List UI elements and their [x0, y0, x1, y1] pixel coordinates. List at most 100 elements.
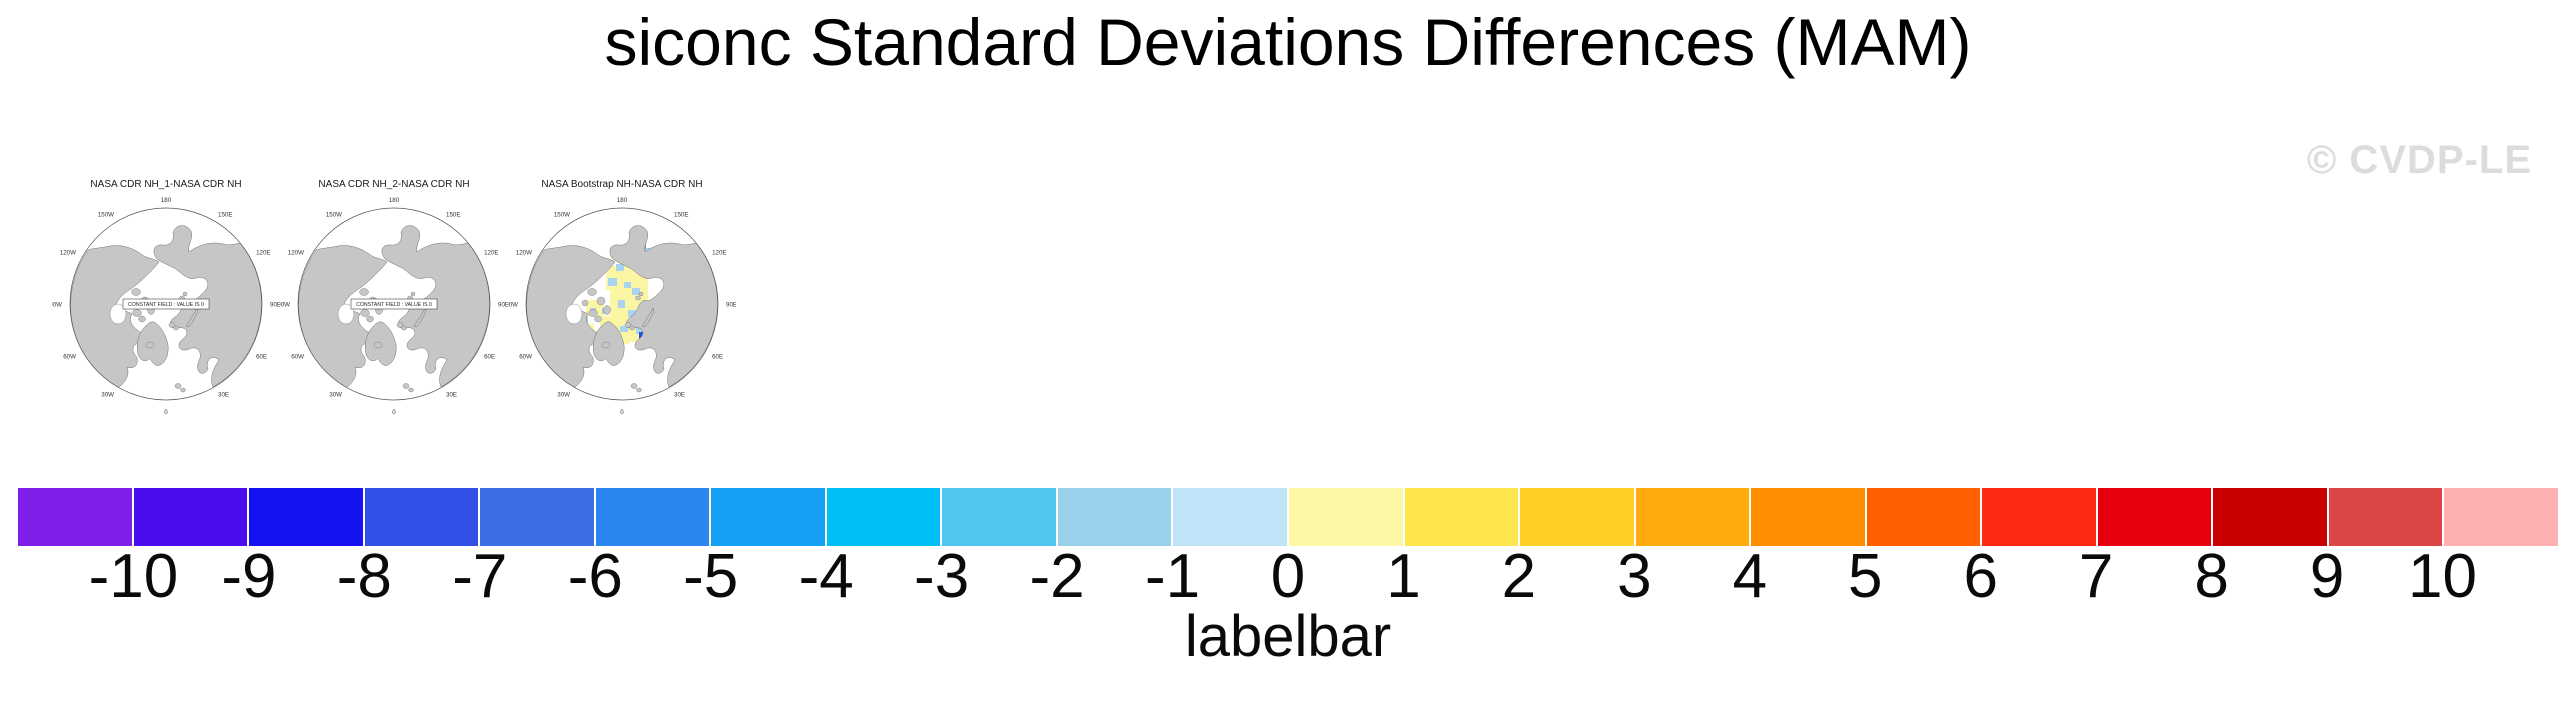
- small-island: [603, 305, 611, 315]
- small-island: [173, 325, 179, 331]
- colorbar-tick-label: 10: [2408, 542, 2478, 611]
- longitude-label: 150W: [326, 211, 342, 218]
- small-island: [396, 322, 404, 328]
- longitude-label: 180: [617, 197, 628, 204]
- colorbar-segment: [1289, 488, 1403, 546]
- map-circle-outline: [297, 207, 491, 401]
- polar-map-figure: 180 150E 120E 90E 60E 30E 0 30W 60W 90W 120W 150W: [508, 197, 736, 416]
- longitude-label: 90E: [498, 302, 508, 309]
- colorbar-tick-label: 7: [2078, 542, 2114, 611]
- svg-text:CONSTANT FIELD : VALUE IS 0: CONSTANT FIELD : VALUE IS 0: [356, 302, 432, 308]
- diff-data-cell: [636, 328, 643, 334]
- diff-data-cell: [632, 288, 640, 295]
- land-eurasia: [609, 225, 718, 388]
- colorbar-segment: [2213, 488, 2327, 546]
- colorbar-tick-label: 8: [2194, 542, 2229, 611]
- colorbar-tick-label: 3: [1617, 542, 1652, 611]
- island-novaya-zemlya: [641, 307, 654, 327]
- longitude-label: 150E: [446, 211, 460, 218]
- longitude-label: 90E: [726, 302, 736, 309]
- map-panel: NASA CDR NH_2-NASA CDR NH 180 150E 120E 90E…: [280, 178, 508, 418]
- colorbar-tick-label: 5: [1848, 542, 1883, 611]
- colorbar-segment: [826, 488, 941, 546]
- colorbar-segment: [480, 488, 594, 546]
- small-island: [587, 288, 597, 296]
- colorbar-tick-label: 2: [1501, 542, 1537, 611]
- small-island: [594, 315, 602, 323]
- small-island: [366, 315, 374, 323]
- longitude-label: 60W: [63, 354, 76, 361]
- colorbar-segment: [711, 488, 825, 546]
- colorbar-segment: [18, 488, 132, 546]
- diff-data-cell: [628, 310, 636, 317]
- colorbar-segment: [1982, 488, 2096, 546]
- longitude-label: 150E: [674, 211, 688, 218]
- small-island: [182, 291, 188, 297]
- longitude-label: 60E: [256, 354, 267, 361]
- constant-field-label: CONSTANT FIELD : VALUE IS 0: [122, 298, 210, 310]
- colorbar-tick-label: 9: [2309, 542, 2345, 611]
- small-island: [174, 383, 182, 389]
- longitude-label: 30W: [101, 392, 114, 399]
- small-island: [410, 291, 416, 297]
- colorbar-segment: [364, 488, 479, 546]
- colorbar-tick-label: -1: [1144, 542, 1201, 611]
- small-island: [360, 309, 370, 317]
- colorbar-segment: [1173, 488, 1288, 546]
- longitude-label: 90E: [270, 302, 280, 309]
- small-island: [588, 309, 598, 317]
- small-island: [359, 288, 369, 296]
- longitude-label: 150W: [98, 211, 114, 218]
- longitude-label: 30E: [218, 392, 229, 399]
- colorbar-segment: [595, 488, 710, 546]
- longitude-label: 120E: [256, 250, 270, 257]
- colorbar-segment: [1057, 488, 1172, 546]
- map-layers: [526, 225, 718, 393]
- longitude-label: 60W: [519, 354, 532, 361]
- longitude-label: 0: [392, 409, 396, 416]
- diff-data-cell: [608, 278, 617, 286]
- longitude-label: 30E: [446, 392, 457, 399]
- longitude-label: 60E: [484, 354, 495, 361]
- small-island: [601, 341, 611, 349]
- diff-data-cell: [616, 264, 624, 271]
- cvdp-watermark: © CVDP-LE: [2306, 138, 2532, 182]
- small-island: [638, 291, 644, 297]
- colorbar-tick-label: -4: [798, 542, 854, 611]
- labelbar-caption: labelbar: [1184, 604, 1392, 669]
- map-title: NASA CDR NH_2-NASA CDR NH: [318, 179, 470, 190]
- colorbar-tick-label: -3: [914, 542, 970, 611]
- colorbar-tick-label: -2: [1029, 542, 1085, 611]
- small-island: [624, 322, 632, 328]
- longitude-label: 120E: [712, 250, 726, 257]
- hudson-bay: [565, 303, 583, 325]
- colorbar-tick-label: -10: [88, 542, 179, 611]
- colorbar-tick-label: -9: [221, 542, 277, 611]
- island-novaya-zemlya: [413, 307, 426, 327]
- small-island: [138, 315, 146, 323]
- colorbar-tick-label: 4: [1732, 542, 1768, 611]
- map-panel: NASA Bootstrap NH-NASA CDR NH 180 150E 120…: [508, 178, 736, 418]
- colorbar-segment: [1520, 488, 1634, 546]
- svg-text:CONSTANT FIELD : VALUE IS 0: CONSTANT FIELD : VALUE IS 0: [128, 302, 204, 308]
- longitude-label: 120W: [288, 250, 304, 257]
- polar-map-figure: 180 150E 120E 90E 60E 30E 0 30W 60W 90W 120W 150W CO…: [52, 197, 280, 416]
- colorbar-tick-label: -5: [683, 542, 739, 611]
- colorbar-segment: [1404, 488, 1519, 546]
- page-title: siconc Standard Deviations Differences (…: [604, 5, 1972, 79]
- diff-data-cell: [618, 300, 625, 308]
- map-panel: NASA CDR NH_1-NASA CDR NH 180 150E 120E 90E…: [52, 178, 280, 418]
- colorbar-segment: [942, 488, 1056, 546]
- longitude-label: 90W: [52, 302, 62, 309]
- longitude-label: 90W: [280, 302, 290, 309]
- small-island: [373, 341, 383, 349]
- longitude-label: 180: [389, 197, 400, 204]
- longitude-label: 30W: [557, 392, 570, 399]
- small-island: [635, 295, 641, 301]
- longitude-label: 60E: [712, 354, 723, 361]
- small-island: [180, 387, 186, 393]
- colorbar-tick-label: 1: [1386, 542, 1421, 611]
- small-island: [408, 387, 414, 393]
- colorbar-segment: [133, 488, 248, 546]
